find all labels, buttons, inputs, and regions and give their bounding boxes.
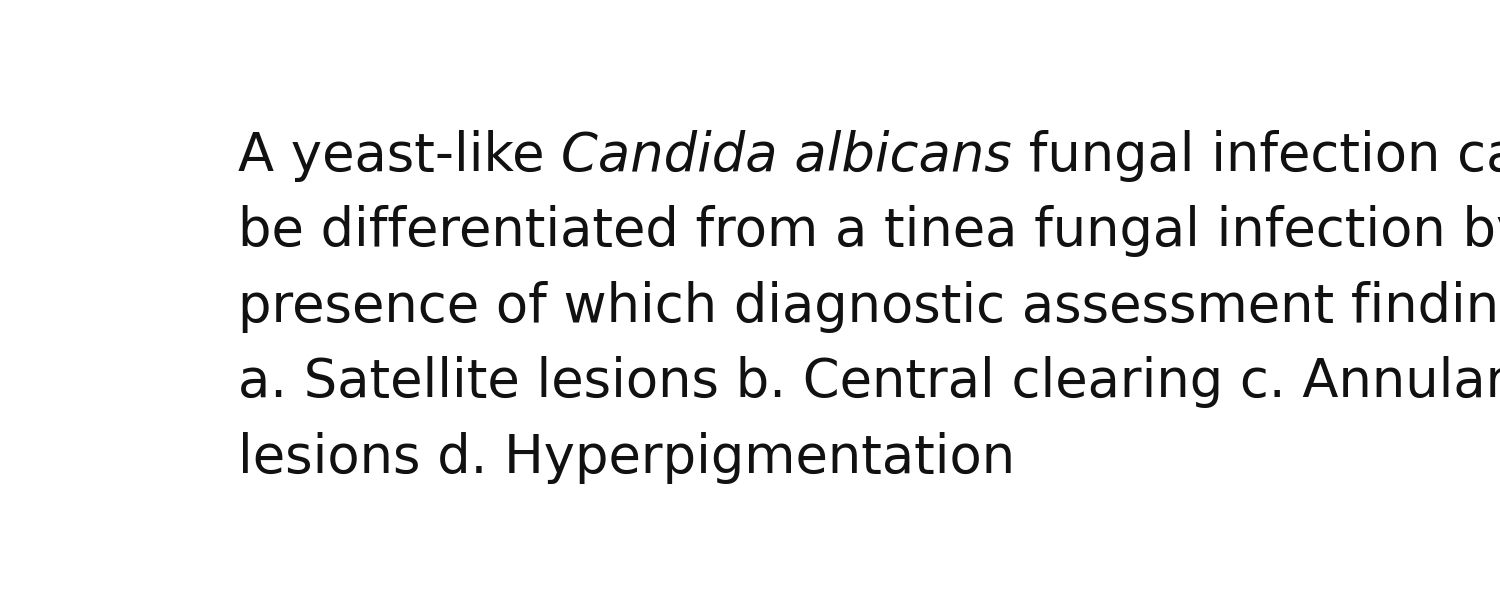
Text: fungal infection can: fungal infection can — [1013, 130, 1500, 182]
Text: a. Satellite lesions b. Central clearing c. Annular: a. Satellite lesions b. Central clearing… — [238, 356, 1500, 408]
Text: lesions d. Hyperpigmentation: lesions d. Hyperpigmentation — [238, 431, 1016, 484]
Text: presence of which diagnostic assessment finding?: presence of which diagnostic assessment … — [238, 281, 1500, 332]
Text: Candida albicans: Candida albicans — [561, 130, 1012, 182]
Text: A yeast-like: A yeast-like — [238, 130, 561, 182]
Text: be differentiated from a tinea fungal infection by the: be differentiated from a tinea fungal in… — [238, 205, 1500, 257]
